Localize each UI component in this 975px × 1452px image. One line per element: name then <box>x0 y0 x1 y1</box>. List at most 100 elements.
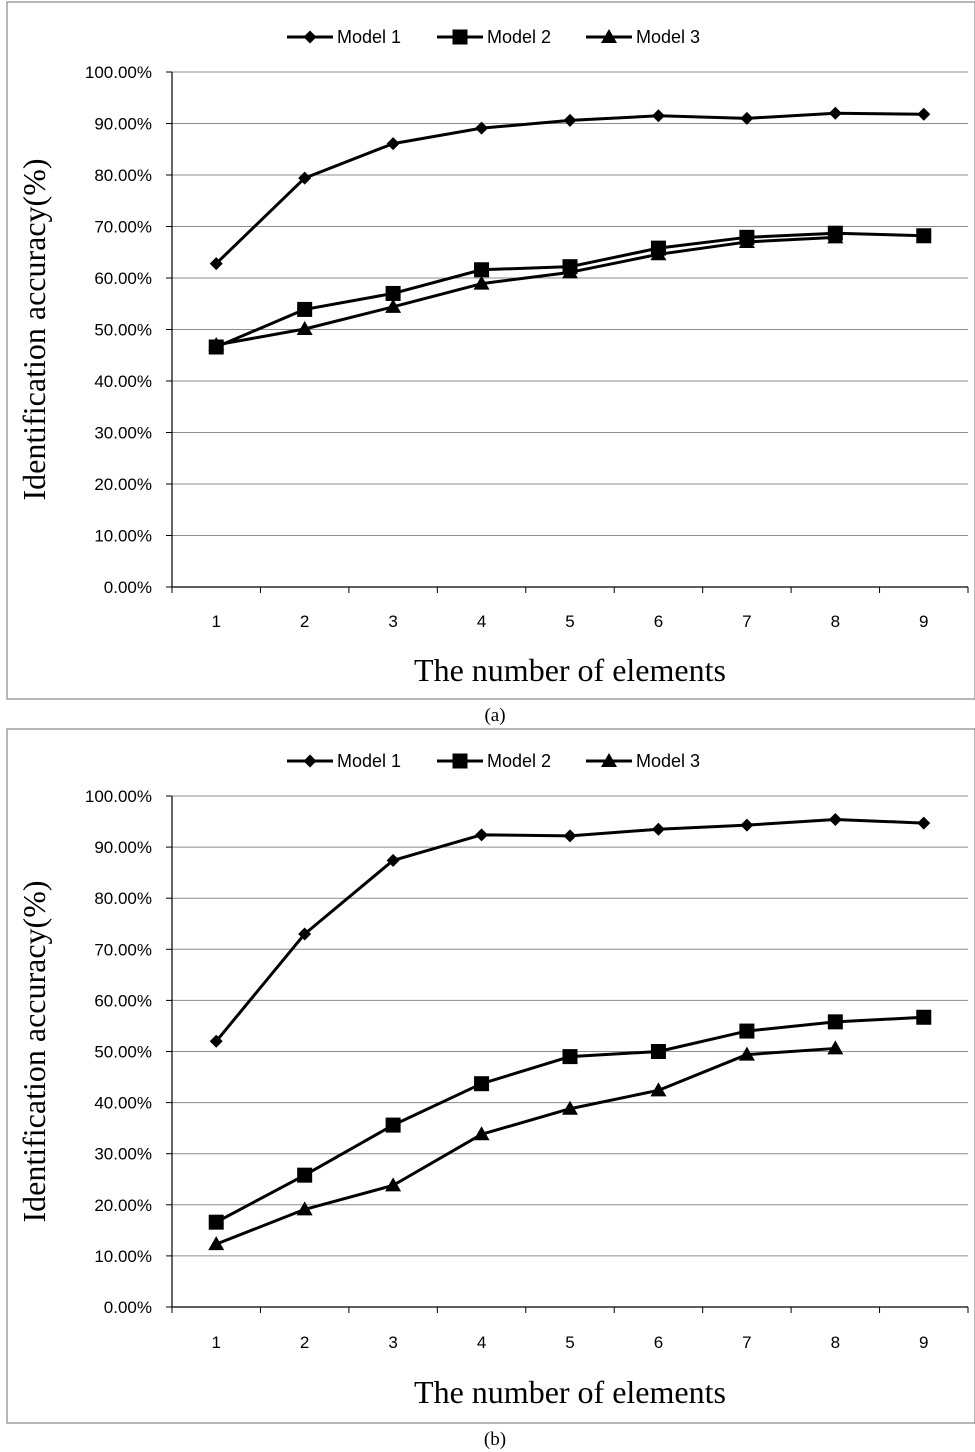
chart-b-y-tick-label: 100.00% <box>85 787 152 806</box>
chart-a-y-axis-title: Identification accuracy(%) <box>16 158 52 500</box>
chart-a-x-tick-label: 9 <box>919 612 928 631</box>
chart-a-point-model-1 <box>740 111 754 125</box>
chart-a-frame <box>6 1 975 700</box>
chart-b-y-tick-label: 40.00% <box>94 1094 152 1113</box>
chart-a-x-tick-label: 4 <box>477 612 486 631</box>
chart-b: 0.00% 10.00% 20.00% 30.00% 40.00% 50.00% 60.00… <box>16 751 969 1410</box>
chart-b-x-tick-label: 8 <box>831 1333 840 1352</box>
chart-a-x-tick-label: 1 <box>211 612 220 631</box>
chart-a-y-tick-label: 80.00% <box>94 166 152 185</box>
chart-b-x-tick-label: 7 <box>742 1333 751 1352</box>
chart-b-point-model-2 <box>916 1009 932 1025</box>
chart-b-y-tick-label: 20.00% <box>94 1196 152 1215</box>
chart-a-point-model-3 <box>296 320 313 335</box>
chart-b-point-model-1 <box>475 828 489 842</box>
chart-b-point-model-1 <box>209 1034 223 1048</box>
chart-b-caption: (b) <box>484 1429 506 1450</box>
chart-b-point-model-1 <box>740 818 754 832</box>
chart-a-point-model-2 <box>916 228 932 244</box>
chart-a-point-model-1 <box>209 257 223 271</box>
chart-a-caption: (a) <box>484 705 505 726</box>
chart-b-point-model-3 <box>296 1201 313 1216</box>
chart-a-y-tick-label: 30.00% <box>94 424 152 443</box>
chart-a-point-model-2 <box>297 301 313 317</box>
chart-a-legend-marker-model-3 <box>601 29 617 43</box>
chart-b-point-model-1 <box>917 816 931 830</box>
chart-a-y-tick-label: 10.00% <box>94 527 152 546</box>
chart-a-point-model-1 <box>386 137 400 151</box>
chart-a-y-tick-label: 100.00% <box>85 63 152 82</box>
chart-b-point-model-2 <box>827 1014 843 1030</box>
chart-b-point-model-3 <box>208 1236 225 1251</box>
chart-b-y-tick-label: 70.00% <box>94 940 152 959</box>
chart-b-legend-marker-model-1 <box>303 754 317 768</box>
chart-a-y-tick-label: 50.00% <box>94 321 152 340</box>
chart-a-point-model-3 <box>650 246 667 261</box>
chart-b-x-tick-label: 9 <box>919 1333 928 1352</box>
chart-b-series-line-model-3 <box>215 1046 836 1246</box>
chart-a-y-tick-label: 60.00% <box>94 269 152 288</box>
chart-b-point-model-3 <box>473 1126 490 1141</box>
chart-a: 0.00% 10.00% 20.00% 30.00% 40.00% 50.00% 60.00… <box>16 27 969 688</box>
chart-a-point-model-2 <box>474 262 490 278</box>
chart-a-y-tick-label: 70.00% <box>94 218 152 237</box>
chart-a-point-model-1 <box>298 171 312 185</box>
chart-a-point-model-1 <box>828 106 842 120</box>
chart-b-point-model-1 <box>563 829 577 843</box>
chart-b-point-model-2 <box>562 1049 578 1065</box>
chart-a-legend-marker-model-2 <box>452 29 468 45</box>
chart-b-point-model-2 <box>385 1117 401 1133</box>
chart-b-point-model-3 <box>650 1082 667 1097</box>
chart-a-point-model-1 <box>651 109 665 123</box>
chart-b-y-tick-label: 50.00% <box>94 1043 152 1062</box>
chart-b-y-axis-title: Identification accuracy(%) <box>16 880 52 1222</box>
chart-a-legend-label-model-3: Model 3 <box>636 27 700 47</box>
chart-a-point-model-3 <box>385 298 402 313</box>
chart-a-x-axis-title: The number of elements <box>414 652 726 688</box>
chart-a-x-tick-label: 8 <box>831 612 840 631</box>
chart-b-legend-marker-model-2 <box>452 753 468 769</box>
chart-b-point-model-2 <box>474 1076 490 1092</box>
chart-b-legend-label-model-2: Model 2 <box>487 751 551 771</box>
chart-a-point-model-3 <box>208 336 225 351</box>
chart-b-legend-marker-model-3 <box>601 753 617 767</box>
chart-b-x-tick-label: 4 <box>477 1333 486 1352</box>
chart-b-x-tick-label: 3 <box>388 1333 397 1352</box>
chart-a-point-model-1 <box>563 113 577 127</box>
chart-a-x-tick-label: 2 <box>300 612 309 631</box>
chart-a-legend-marker-model-1 <box>303 30 317 44</box>
chart-a-point-model-3 <box>738 233 755 248</box>
chart-b-point-model-1 <box>828 813 842 827</box>
chart-b-legend-label-model-1: Model 1 <box>337 751 401 771</box>
chart-b-point-model-3 <box>827 1040 844 1055</box>
chart-b-point-model-3 <box>562 1100 578 1115</box>
chart-b-y-tick-label: 0.00% <box>104 1298 152 1317</box>
chart-b-point-model-2 <box>650 1044 666 1059</box>
chart-a-x-tick-label: 3 <box>388 612 397 631</box>
chart-a-y-tick-label: 20.00% <box>94 475 152 494</box>
chart-b-x-tick-label: 1 <box>211 1333 220 1352</box>
chart-a-x-tick-label: 5 <box>565 612 574 631</box>
chart-a-x-tick-label: 7 <box>742 612 751 631</box>
chart-b-x-tick-label: 6 <box>654 1333 663 1352</box>
chart-b-x-axis-title: The number of elements <box>414 1374 726 1410</box>
chart-a-legend-label-model-2: Model 2 <box>487 27 551 47</box>
chart-b-legend-label-model-3: Model 3 <box>636 751 700 771</box>
chart-b-x-tick-label: 2 <box>300 1333 309 1352</box>
chart-b-point-model-2 <box>739 1023 755 1039</box>
chart-b-point-model-3 <box>738 1046 755 1061</box>
chart-b-point-model-2 <box>208 1214 224 1230</box>
chart-a-y-tick-label: 0.00% <box>104 578 152 597</box>
chart-b-point-model-2 <box>297 1167 313 1183</box>
chart-b-y-tick-label: 80.00% <box>94 889 152 908</box>
chart-b-x-tick-label: 5 <box>565 1333 574 1352</box>
chart-b-point-model-3 <box>385 1177 402 1192</box>
chart-a-point-model-1 <box>475 121 489 135</box>
chart-b-point-model-1 <box>386 853 400 867</box>
chart-a-y-tick-label: 40.00% <box>94 372 152 391</box>
chart-a-point-model-2 <box>385 285 401 301</box>
chart-b-frame <box>6 728 975 1424</box>
chart-a-point-model-3 <box>473 275 490 290</box>
chart-b-y-tick-label: 30.00% <box>94 1145 152 1164</box>
